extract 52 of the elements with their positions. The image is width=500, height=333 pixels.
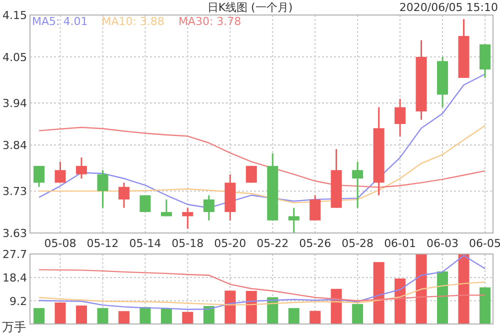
x-tick-label: 06-03: [426, 237, 459, 250]
bar: [437, 271, 448, 324]
line-series: [38, 254, 486, 310]
x-tick-label: 05-26: [299, 237, 332, 250]
bar: [76, 306, 87, 324]
line-series: [38, 126, 486, 188]
line-series: [38, 125, 486, 204]
x-tick-label: 05-14: [129, 237, 162, 250]
bar: [394, 278, 406, 324]
x-tick-label: 05-22: [256, 237, 289, 250]
y-axis-title: 万手: [2, 320, 26, 333]
bar: [140, 307, 151, 324]
line-series: [38, 269, 486, 302]
y-tick-label: 3.84: [2, 138, 27, 152]
bar: [54, 302, 66, 324]
bar: [224, 290, 236, 324]
text: MA10: 3.88: [102, 15, 164, 28]
bar: [267, 297, 278, 324]
x-tick-label: 05-08: [44, 237, 76, 250]
line-series: [38, 281, 486, 306]
bar: [373, 262, 384, 324]
bar: [288, 308, 300, 324]
bar: [97, 308, 108, 324]
y-tick-label: 3.94: [2, 97, 27, 110]
text: 2020/06/05 15:10: [399, 1, 498, 14]
text: MA30: 3.78: [178, 15, 242, 28]
x-tick-label: 05-18: [172, 237, 204, 250]
bar: [34, 308, 44, 324]
y-tick-label: 9.2: [10, 294, 27, 308]
x-tick-label: 05-20: [214, 237, 246, 250]
bar: [480, 287, 490, 324]
x-tick-label: 06-05: [469, 237, 500, 250]
bar: [310, 310, 321, 324]
bar: [352, 304, 364, 324]
bar: [160, 308, 172, 324]
y-tick-label: 3.63: [2, 227, 27, 240]
y-tick-label: 18.4: [2, 272, 27, 284]
y-tick-label: 4.05: [2, 50, 27, 64]
x-tick-label: 05-12: [86, 237, 119, 250]
chart-title: 日K线图 (一个月): [207, 1, 293, 14]
bar: [182, 312, 194, 324]
y-tick-label: 27.7: [2, 248, 27, 261]
bar: [416, 254, 427, 324]
x-tick-label: 06-01: [384, 237, 416, 250]
y-tick-label: 4.15: [2, 9, 27, 22]
x-tick-label: 05-28: [342, 237, 374, 250]
bar: [458, 254, 470, 324]
y-tick-label: 3.73: [2, 185, 27, 198]
bar: [203, 306, 214, 324]
bar: [118, 311, 130, 324]
bar: [246, 290, 257, 324]
text: MA5: 4.01: [32, 15, 88, 28]
